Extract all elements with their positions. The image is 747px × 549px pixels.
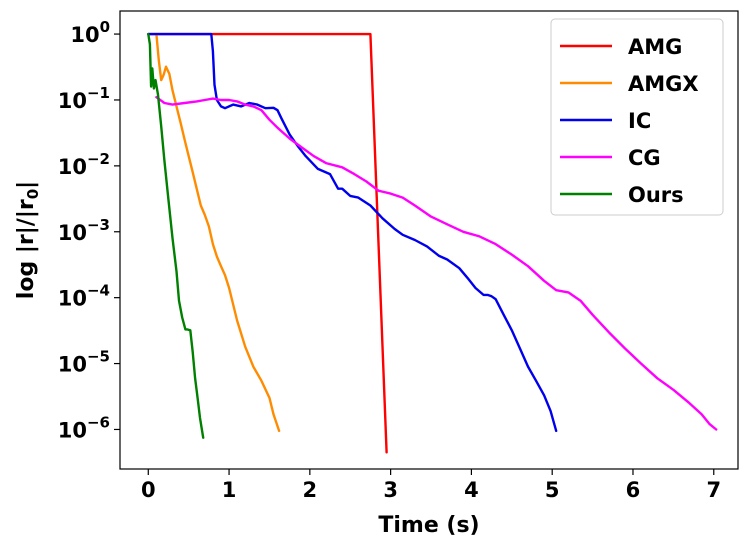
series-line-ours <box>147 32 205 439</box>
legend: AMG AMGX IC CG Ours <box>550 18 724 216</box>
x-tick-label: 5 <box>545 478 560 502</box>
plot-area-border <box>119 10 739 470</box>
x-tick-label: 4 <box>464 478 479 502</box>
series-layer <box>147 32 718 454</box>
y-tick-label: 10−5 <box>58 348 110 377</box>
x-tick-label: 2 <box>303 478 318 502</box>
legend-label-cg: CG <box>628 146 661 170</box>
x-tick-label: 0 <box>141 478 156 502</box>
y-tick-label: 100 <box>70 18 110 47</box>
series-line-ic <box>147 32 558 433</box>
series-line-cg <box>155 95 718 431</box>
series-line-amgx <box>155 32 281 433</box>
y-axis-label: log |r|/|r0| <box>14 181 42 299</box>
x-tick-label: 7 <box>706 478 721 502</box>
x-tick-label: 6 <box>626 478 641 502</box>
y-tick-label: 10−2 <box>58 150 110 179</box>
series-line-amg <box>147 32 388 454</box>
x-axis-label: Time (s) <box>378 513 479 538</box>
y-tick-label: 10−4 <box>58 282 110 311</box>
legend-label-amgx: AMGX <box>628 72 699 96</box>
legend-label-amg: AMG <box>628 35 682 59</box>
legend-frame <box>550 18 724 216</box>
y-tick-label: 10−1 <box>58 84 110 113</box>
y-tick-label: 10−6 <box>58 413 110 442</box>
x-tick-label: 1 <box>222 478 237 502</box>
x-axis: 0 1 2 3 4 5 6 7 <box>141 469 721 502</box>
x-tick-label: 3 <box>383 478 398 502</box>
y-axis: 100 10−1 10−2 10−3 10−4 10−5 10−6 <box>58 18 120 442</box>
legend-label-ic: IC <box>628 109 651 133</box>
y-tick-label: 10−3 <box>58 216 110 245</box>
legend-label-ours: Ours <box>628 183 684 207</box>
